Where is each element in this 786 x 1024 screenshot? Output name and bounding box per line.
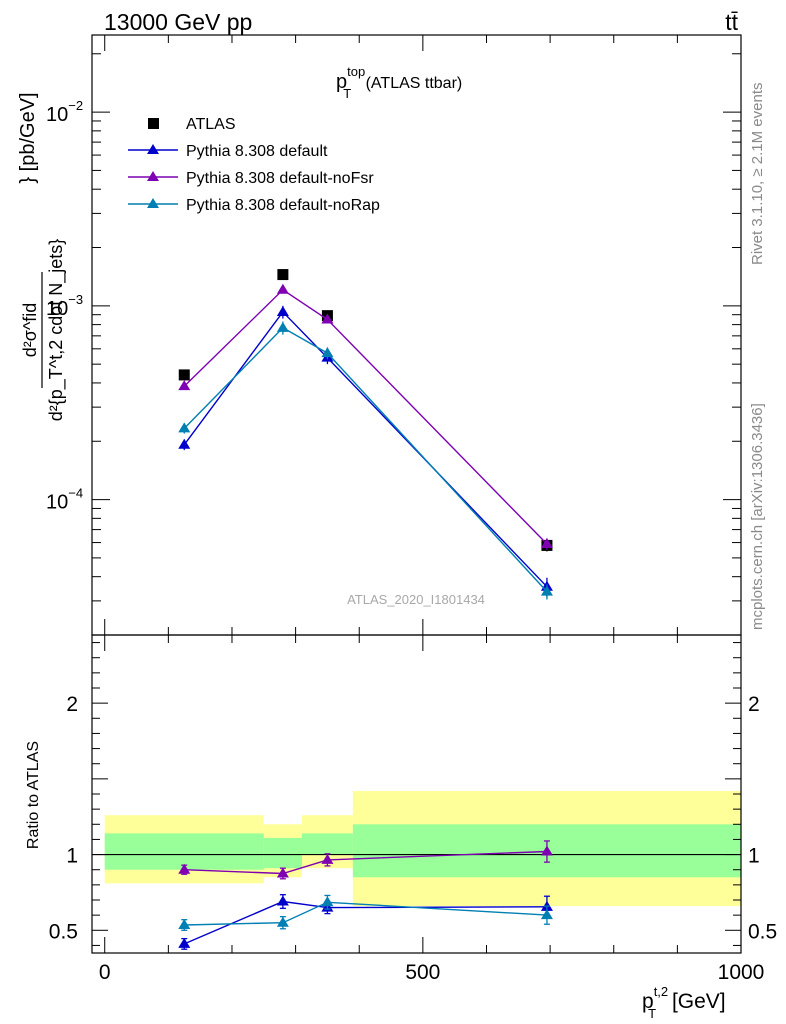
main-data-point: [178, 438, 191, 449]
ylabel-denominator: d²{p_T^t,2 cdot N_jets}: [46, 239, 67, 422]
ratio-ytick-label-left: 1: [66, 845, 78, 868]
ratio-data-marks: [178, 840, 553, 950]
main-series-line: [183, 326, 548, 593]
ratio-ytick-label-right: 1: [748, 845, 760, 868]
main-ytick-label-exp: −2: [68, 98, 83, 113]
legend-label-atlas: ATLAS: [186, 116, 236, 133]
main-ytick-label-base: 10: [46, 298, 68, 320]
xtick-label: 0: [99, 961, 111, 984]
ratio-data-point: [178, 918, 191, 929]
ratio-ylabel: Ratio to ATLAS: [25, 741, 42, 849]
main-ytick-label: 10−2: [46, 98, 83, 126]
main-data-point: [276, 283, 289, 294]
analysis-watermark: ATLAS_2020_I1801434: [347, 592, 485, 607]
ratio-series-line: [184, 850, 547, 875]
main-ytick-label: 10−3: [46, 292, 83, 320]
title-rest: (ATLAS ttbar): [361, 75, 462, 92]
xlabel-rest: [GeV]: [666, 990, 726, 1013]
xtick-label: 1000: [718, 961, 765, 984]
ratio-data-point: [540, 909, 553, 920]
xlabel-sub: T: [648, 1006, 656, 1021]
ratio-ytick-label-left: 2: [66, 693, 78, 716]
header-right-label: tt̄: [725, 9, 738, 35]
main-ytick-label: 10−4: [46, 486, 83, 514]
main-series-line: [183, 288, 548, 545]
main-data-point: [540, 585, 553, 596]
xlabel-sup: t,2: [654, 984, 668, 999]
legend-label-default: Pythia 8.308 default: [186, 143, 328, 160]
main-panel: 10−410−310−2 ptop T (ATLAS ttbar) ATLAS P…: [17, 34, 742, 636]
main-ytick-label-base: 10: [46, 492, 68, 514]
main-ytick-label-exp: −4: [68, 486, 83, 501]
ratio-series-line: [184, 901, 547, 926]
main-data-point: [178, 380, 191, 391]
title-sub: T: [343, 86, 351, 101]
ratio-band-inner: [301, 833, 353, 855]
mcplots-label: mcplots.cern.ch [arXiv:1306.3436]: [749, 403, 766, 630]
legend-marker-norap: [147, 198, 159, 208]
xtick-label: 500: [405, 961, 440, 984]
xlabel-base: p: [642, 990, 654, 1013]
ratio-data-point: [276, 867, 289, 878]
main-data-point: [540, 537, 553, 548]
main-ytick-label-base: 10: [46, 104, 68, 126]
main-data-point: [321, 313, 334, 324]
main-series-line: [183, 310, 548, 588]
legend-label-nofsr: Pythia 8.308 default-noFsr: [186, 170, 374, 187]
ratio-data-point: [276, 895, 289, 906]
header-left-label: 13000 GeV pp: [104, 9, 252, 35]
ylabel-unit: } [pb/GeV]: [17, 92, 39, 183]
ratio-data-point: [178, 863, 191, 874]
main-data-point-atlas: [178, 369, 190, 381]
main-data-marks: [178, 269, 553, 600]
legend-label-norap: Pythia 8.308 default-noRap: [186, 197, 380, 214]
legend-marker-default: [147, 144, 159, 154]
ratio-data-point: [321, 896, 334, 907]
legend: ATLAS Pythia 8.308 default Pythia 8.308 …: [128, 116, 380, 214]
ratio-ytick-label-right: 0.5: [748, 920, 777, 943]
ratio-panel: 0.5 0.5 1 1 2 2 0 500 1000 Ratio to ATLAS pt,2 T …: [25, 634, 777, 1021]
main-data-point: [178, 422, 191, 433]
ratio-data-point: [276, 916, 289, 927]
main-title: ptop T (ATLAS ttbar): [336, 64, 462, 101]
ratio-axis-ticks: 0.5 0.5 1 1 2 2 0 500 1000: [49, 635, 777, 984]
main-axis-ticks: 10−410−310−2: [46, 35, 742, 636]
ratio-uncertainty-bands: [92, 790, 741, 907]
legend-marker-atlas: [148, 118, 159, 129]
ratio-band-inner: [263, 837, 302, 869]
main-data-point-atlas: [277, 269, 289, 281]
ratio-data-point: [321, 853, 334, 864]
ratio-data-point: [540, 845, 553, 856]
main-ylabel: d²σ^fid d²{p_T^t,2 cdot N_jets}: [20, 239, 67, 422]
ratio-series-line: [184, 900, 547, 945]
ratio-ytick-label-left: 0.5: [49, 920, 78, 943]
xlabel: pt,2 T [GeV]: [642, 984, 726, 1021]
main-ytick-label-exp: −3: [68, 292, 83, 307]
ratio-ytick-label-right: 2: [748, 693, 760, 716]
legend-marker-nofsr: [147, 171, 159, 181]
ratio-data-point: [178, 937, 191, 948]
main-data-point: [321, 347, 334, 358]
main-data-point: [276, 305, 289, 316]
rivet-version-label: Rivet 3.1.10, ≥ 2.1M events: [749, 83, 766, 266]
ratio-band-inner: [104, 833, 264, 870]
main-data-point: [276, 321, 289, 332]
ylabel-numerator: d²σ^fid: [20, 303, 40, 358]
title-sup: top: [347, 64, 365, 79]
title-base: p: [336, 71, 347, 93]
